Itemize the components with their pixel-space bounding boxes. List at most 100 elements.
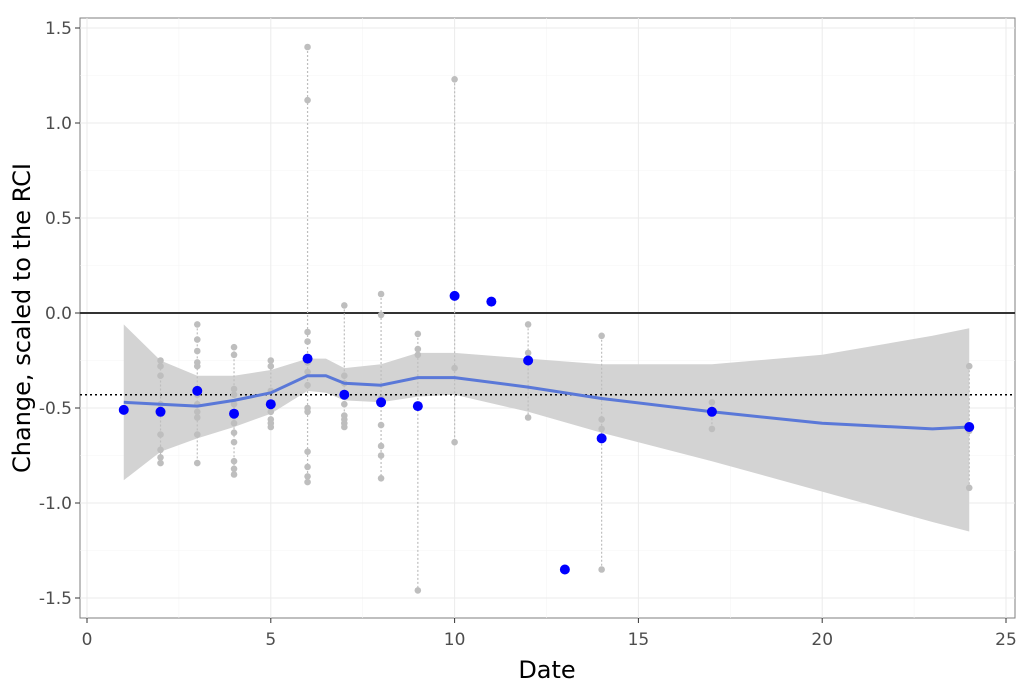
individual-point [304, 43, 311, 51]
mean-point [559, 564, 570, 575]
individual-point [598, 416, 605, 423]
individual-point [267, 357, 275, 364]
individual-point [157, 431, 164, 438]
x-tick-label: 5 [265, 630, 276, 650]
individual-point [304, 381, 311, 389]
individual-point [414, 330, 422, 338]
x-axis-label: Date [518, 656, 575, 684]
individual-point [377, 311, 385, 319]
individual-point [524, 414, 532, 421]
individual-point [341, 372, 348, 380]
individual-point [598, 566, 605, 573]
individual-point [267, 423, 275, 431]
individual-point [193, 347, 201, 355]
individual-point [230, 351, 238, 359]
individual-point [304, 473, 311, 480]
individual-point [304, 96, 311, 104]
mean-point [339, 389, 350, 400]
individual-point [157, 446, 164, 454]
individual-point [193, 414, 201, 421]
individual-point [524, 321, 532, 328]
y-tick-label: -1.0 [39, 494, 72, 514]
individual-point [157, 459, 164, 467]
individual-point [965, 484, 973, 492]
x-tick-label: 10 [444, 630, 466, 650]
individual-point [377, 421, 385, 429]
mean-point [155, 406, 166, 417]
individual-point [377, 442, 385, 450]
individual-point [267, 362, 275, 370]
individual-point [193, 362, 201, 370]
mean-point [118, 404, 129, 415]
individual-point [157, 357, 164, 364]
individual-point [304, 478, 311, 486]
individual-point [230, 471, 238, 478]
mean-point [449, 290, 460, 301]
mean-point [302, 353, 313, 364]
individual-point [304, 368, 311, 376]
individual-point [708, 425, 716, 433]
individual-point [377, 452, 385, 459]
individual-point [414, 587, 422, 594]
y-tick-label: 1.0 [45, 114, 72, 134]
individual-point [341, 423, 348, 431]
mean-point [229, 408, 240, 419]
individual-point [193, 459, 201, 467]
individual-point [193, 336, 201, 343]
mean-point [376, 397, 387, 408]
individual-point [157, 454, 164, 461]
mean-point [706, 406, 717, 417]
confidence-band [123, 324, 970, 532]
y-tick-label: -1.5 [39, 589, 72, 609]
individual-point [230, 391, 238, 399]
mean-point [486, 296, 497, 307]
y-tick-label: 0.5 [45, 209, 72, 229]
individual-point [230, 400, 238, 408]
individual-point [965, 362, 973, 370]
mean-point [192, 385, 203, 396]
individual-point [230, 343, 238, 351]
individual-point [304, 338, 311, 345]
individual-point [414, 345, 422, 353]
individual-point [193, 408, 201, 416]
individual-point [230, 429, 238, 437]
individual-point [598, 332, 605, 340]
individual-point [230, 385, 238, 393]
individual-point [451, 364, 458, 372]
y-tick-label: 0.0 [45, 304, 72, 324]
smooth-line [123, 374, 970, 431]
individual-point [414, 351, 422, 359]
individual-point [230, 438, 238, 446]
individual-point [341, 302, 348, 309]
individual-point [193, 321, 201, 328]
individual-point [708, 399, 716, 406]
mean-point [265, 399, 276, 410]
x-tick-label: 15 [628, 630, 650, 650]
individual-point [304, 328, 311, 336]
individual-point [451, 76, 458, 83]
individual-point [230, 419, 238, 427]
x-tick-label: 0 [82, 630, 93, 650]
individual-point [230, 465, 238, 473]
individual-point [304, 448, 311, 456]
individual-point [341, 400, 348, 408]
individual-point [598, 425, 605, 433]
individual-point [304, 408, 311, 416]
mean-point [596, 433, 607, 444]
y-axis-label: Change, scaled to the RCI [8, 163, 36, 473]
individual-point [377, 290, 385, 298]
mean-point [412, 401, 423, 412]
individual-point [377, 475, 385, 482]
individual-point [451, 438, 458, 446]
x-tick-label: 25 [995, 630, 1017, 650]
mean-point [964, 422, 975, 432]
y-tick-label: -0.5 [39, 399, 72, 419]
individual-point [524, 349, 532, 357]
y-tick-label: 1.5 [45, 19, 72, 39]
plot-panel [79, 17, 1016, 619]
x-tick-label: 20 [811, 630, 833, 650]
mean-point [523, 355, 534, 366]
individual-point [304, 463, 311, 471]
individual-point [230, 457, 238, 465]
